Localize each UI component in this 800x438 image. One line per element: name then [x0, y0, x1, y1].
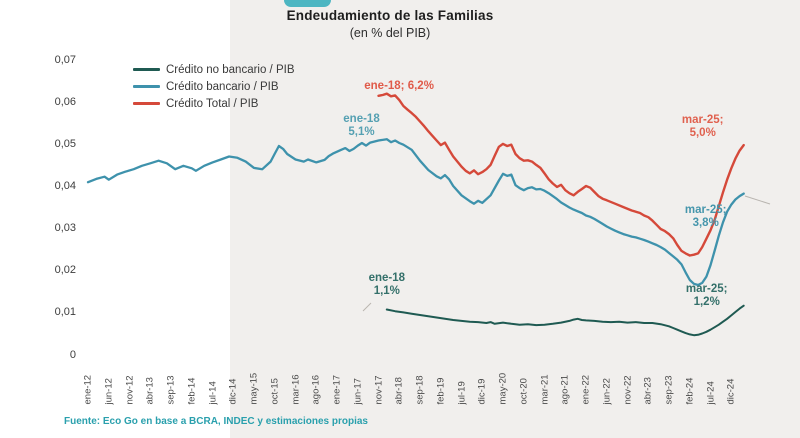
x-tick-label: jun-22 — [601, 378, 613, 405]
annotation-dark-start: ene-18 1,1% — [369, 272, 405, 298]
panel-background — [230, 0, 800, 438]
chart-subtitle: (en % del PIB) — [349, 26, 431, 40]
x-tick-label: ago-21 — [559, 374, 571, 405]
legend-line-swatch — [133, 85, 160, 88]
annotation-text: ene-18; 6,2% — [364, 79, 434, 92]
x-tick-label: ene-22 — [580, 374, 592, 405]
annotation-text: ene-18 — [368, 272, 406, 285]
x-tick-label: abr-13 — [144, 377, 156, 405]
x-tick-label: jul-14 — [207, 381, 218, 405]
legend-item: Crédito no bancario / PIB — [133, 63, 295, 76]
x-tick-label: ago-16 — [310, 374, 322, 405]
top-tab — [284, 0, 331, 7]
x-tick-label: jul-19 — [456, 381, 467, 405]
annotation-teal-peak: ene-18 5,1% — [343, 113, 379, 139]
x-tick-label: jun-17 — [352, 378, 364, 405]
x-tick-label: may-20 — [497, 372, 509, 405]
x-tick-label: ene-17 — [331, 374, 343, 405]
chart-header: Endeudamiento de las Familias (en % del … — [0, 8, 780, 40]
series-line-credito-bancario — [86, 138, 745, 287]
y-tick-label: 0,02 — [54, 264, 76, 277]
x-tick-label: feb-19 — [435, 377, 447, 405]
y-tick-label: 0,06 — [54, 95, 76, 108]
x-tick-label: feb-14 — [186, 377, 198, 405]
x-tick-label: oct-15 — [269, 378, 281, 405]
x-tick-label: jul-24 — [705, 381, 716, 405]
annotation-text: 1,1% — [373, 285, 400, 298]
annotation-red-end: mar-25; 5,0% — [682, 114, 724, 140]
x-tick-label: nov-22 — [622, 375, 633, 405]
series-line-credito-no-bancario — [385, 304, 745, 337]
legend-item: Crédito Total / PIB — [133, 97, 295, 110]
x-tick-label: mar-21 — [539, 374, 550, 405]
chart-title: Endeudamiento de las Familias — [286, 8, 494, 23]
x-tick-label: nov-12 — [124, 375, 135, 405]
annotation-text: mar-25; — [684, 203, 727, 216]
x-tick-label: may-15 — [248, 372, 260, 405]
legend-item-label: Crédito bancario / PIB — [166, 80, 279, 93]
annotation-red-peak: ene-18; 6,2% — [364, 80, 434, 93]
annotation-teal-end: mar-25; 3,8% — [685, 204, 727, 230]
x-tick-label: abr-23 — [642, 377, 654, 405]
x-tick-label: dic-14 — [227, 378, 239, 405]
x-tick-label: sep-13 — [165, 375, 177, 405]
x-tick-label: dic-24 — [725, 378, 737, 405]
x-tick-label: dic-19 — [476, 378, 488, 405]
annotation-leader-line — [744, 195, 771, 205]
x-tick-label: nov-17 — [373, 375, 384, 405]
annotation-leader-line — [362, 302, 372, 312]
legend-item-label: Crédito Total / PIB — [166, 97, 259, 110]
annotation-text: 5,0% — [689, 127, 716, 140]
x-tick-label: abr-18 — [393, 377, 405, 405]
annotation-text: 5,1% — [348, 126, 375, 139]
x-tick-label: sep-18 — [414, 375, 426, 405]
legend-item: Crédito bancario / PIB — [133, 80, 295, 93]
y-tick-label: 0,01 — [54, 306, 76, 319]
annotation-text: mar-25; — [685, 282, 728, 295]
legend-line-swatch — [133, 68, 160, 71]
annotation-text: 3,8% — [692, 216, 719, 229]
annotation-dark-end: mar-25; 1,2% — [686, 283, 728, 309]
annotation-text: 1,2% — [693, 295, 720, 308]
y-tick-label: 0,03 — [54, 222, 76, 235]
x-tick-label: mar-16 — [290, 374, 301, 405]
series-line-credito-total — [377, 92, 745, 257]
y-tick-label: 0,07 — [54, 53, 76, 66]
annotation-text: ene-18 — [343, 113, 380, 126]
x-tick-label: jun-12 — [103, 378, 115, 405]
source-note: Fuente: Eco Go en base a BCRA, INDEC y e… — [64, 416, 368, 427]
y-tick-label: 0,04 — [54, 179, 76, 192]
chart-legend: Crédito no bancario / PIB Crédito bancari… — [133, 63, 295, 114]
x-tick-label: ene-12 — [82, 374, 94, 405]
annotation-text: mar-25; — [681, 114, 724, 127]
x-tick-label: oct-20 — [518, 378, 530, 405]
x-tick-label: feb-24 — [684, 377, 696, 405]
legend-item-label: Crédito no bancario / PIB — [166, 63, 295, 76]
y-tick-label: 0 — [69, 348, 76, 361]
y-tick-label: 0,05 — [54, 137, 76, 150]
x-tick-label: sep-23 — [663, 375, 675, 405]
legend-line-swatch — [133, 102, 160, 105]
